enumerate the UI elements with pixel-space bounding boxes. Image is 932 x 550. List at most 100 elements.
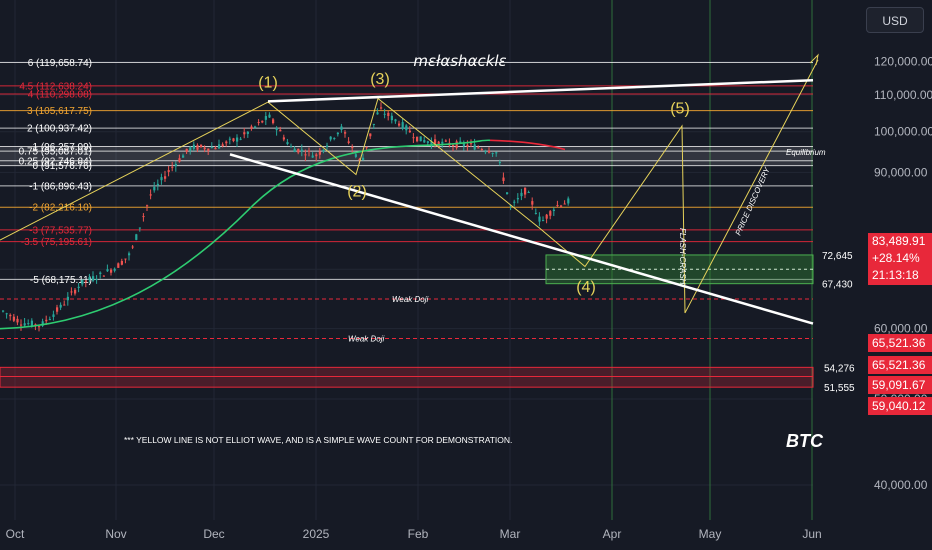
candle-body: [74, 289, 77, 294]
candle-body: [524, 187, 527, 195]
candle-body: [495, 152, 498, 154]
candle-body: [264, 116, 267, 120]
candle-body: [459, 141, 462, 143]
x-tick-label: Mar: [500, 527, 521, 541]
fib-label: 4 (110,298.08): [28, 89, 92, 100]
candle-body: [542, 220, 545, 222]
candle-body: [369, 133, 372, 137]
candle-body: [156, 183, 159, 186]
candle-body: [372, 123, 375, 125]
current-price-tag: 83,489.91 +28.14% 21:13:18: [868, 233, 932, 285]
fib-label: 0 (91,576.76): [33, 161, 93, 172]
candle-body: [214, 147, 217, 150]
right-level-label: 54,276: [824, 363, 855, 374]
candle-body: [142, 216, 145, 218]
candle-body: [527, 192, 530, 194]
candle-body: [257, 122, 260, 124]
candle-body: [477, 147, 480, 149]
candles: [2, 102, 570, 332]
candle-body: [149, 194, 152, 196]
candle-body: [383, 113, 386, 115]
candle-body: [398, 123, 401, 126]
candle-body: [16, 318, 19, 323]
candle-body: [509, 205, 512, 207]
candle-body: [171, 166, 174, 168]
candle-body: [531, 201, 534, 205]
current-change: +28.14%: [872, 251, 920, 265]
candle-body: [246, 131, 249, 134]
candle-body: [426, 141, 429, 143]
author-signature: mεłαshαcklε: [413, 52, 506, 70]
fib-label: 1 (96,257.09): [33, 142, 93, 153]
candle-body: [549, 211, 552, 216]
flash-crash-label: FLASH-CRASH: [678, 228, 687, 285]
candle-body: [38, 326, 41, 328]
y-tick-label: 110,000.00: [874, 88, 932, 102]
candle-body: [473, 144, 476, 150]
price-tag: 59,091.67: [868, 376, 932, 394]
doji-label: Weak Doji: [348, 334, 385, 343]
symbol-watermark: BTC: [786, 431, 824, 451]
candle-body: [376, 112, 379, 115]
x-tick-label: Apr: [603, 527, 622, 541]
y-tick-label: 120,000.00: [874, 54, 932, 68]
candle-body: [318, 151, 321, 155]
candle-body: [128, 253, 131, 256]
candle-body: [545, 214, 548, 219]
candle-body: [207, 148, 210, 151]
candle-body: [480, 149, 483, 151]
candle-body: [164, 176, 167, 179]
candle-body: [5, 313, 8, 315]
upper-trendline: [267, 78, 814, 103]
candle-body: [286, 142, 289, 145]
candle-body: [268, 114, 271, 118]
candle-body: [23, 323, 26, 326]
candle-body: [502, 177, 505, 181]
currency-button[interactable]: USD: [866, 7, 924, 33]
equilibrium-label: Equilibrium: [786, 148, 826, 157]
candle-body: [275, 128, 278, 131]
candle-body: [95, 279, 98, 281]
candle-body: [488, 150, 491, 153]
candle-body: [239, 138, 242, 140]
candle-body: [387, 112, 390, 117]
candle-body: [182, 155, 185, 158]
wave-label: (1): [258, 74, 278, 91]
candle-body: [326, 145, 329, 147]
candle-body: [333, 138, 336, 140]
candle-body: [236, 137, 239, 142]
candle-body: [315, 154, 318, 157]
candle-body: [290, 146, 293, 148]
zones: Equilibrium 72,645 67,430 54,276 51,555 Weak …: [0, 146, 855, 394]
x-tick-label: Oct: [6, 527, 25, 541]
equilibrium-zone: [0, 146, 813, 166]
candle-body: [498, 161, 501, 163]
candle-body: [9, 314, 12, 317]
candle-body: [552, 209, 555, 211]
candle-body: [405, 125, 408, 131]
y-tick-label: 90,000.00: [874, 165, 928, 179]
fib-label: 2 (100,937.42): [27, 124, 92, 135]
candle-body: [365, 146, 368, 148]
fib-label: 0.25 (92,746.84): [19, 156, 92, 167]
candle-body: [174, 163, 177, 167]
candle-body: [196, 145, 199, 150]
lower-trendline: [229, 153, 814, 325]
candle-body: [279, 129, 282, 132]
candle-body: [567, 198, 570, 204]
wave-label: (4): [576, 279, 596, 296]
candle-body: [99, 272, 102, 275]
candle-body: [560, 205, 563, 207]
candle-body: [354, 154, 357, 157]
wave-label: (5): [670, 101, 690, 118]
candle-body: [423, 140, 426, 143]
candle-body: [135, 234, 138, 240]
yellow-wave: [0, 59, 819, 314]
candle-body: [41, 321, 44, 326]
candle-body: [282, 137, 285, 140]
candle-body: [210, 147, 213, 149]
candle-body: [2, 310, 5, 312]
candle-body: [484, 151, 487, 153]
candle-body: [304, 154, 307, 156]
